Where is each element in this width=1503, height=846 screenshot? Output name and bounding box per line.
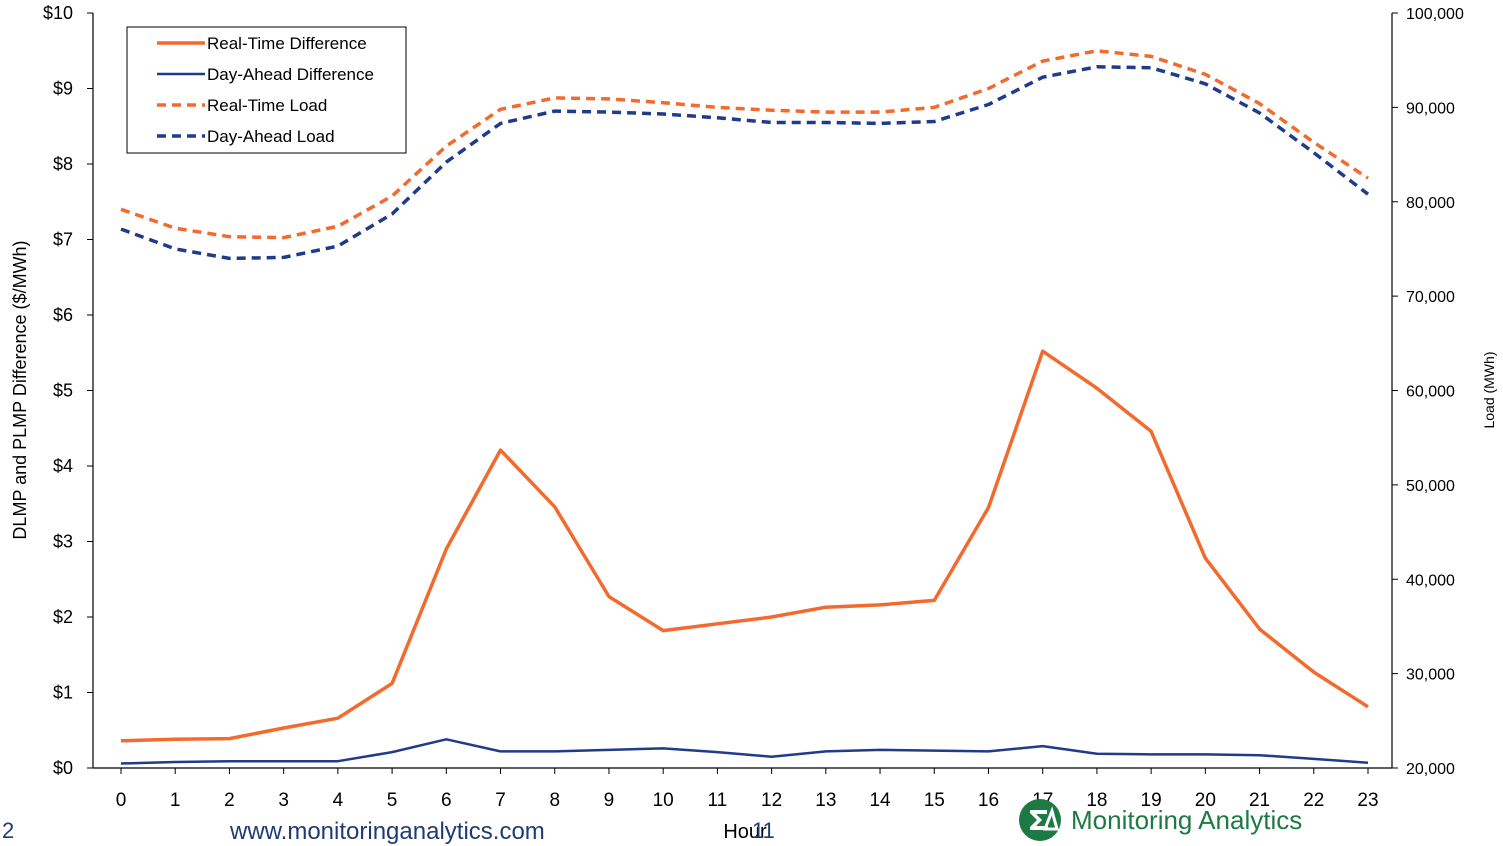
x-tick-label: 11 <box>708 790 728 811</box>
y-tick-label: $8 <box>53 154 73 174</box>
y-tick-label: $2 <box>53 607 73 627</box>
y2-tick-label: 90,000 <box>1406 100 1455 117</box>
x-tick-label: 2 <box>224 790 235 811</box>
y2-tick-label: 60,000 <box>1406 384 1455 401</box>
x-tick-label: 0 <box>116 790 127 811</box>
sigma-logo-icon <box>1019 799 1061 841</box>
series-line-day-ahead-difference <box>120 738 1369 765</box>
y2-tick-label: 20,000 <box>1406 761 1455 778</box>
series-line-real-time-difference <box>120 349 1369 743</box>
y2-tick-label: 40,000 <box>1406 572 1455 589</box>
y-tick-label: $1 <box>53 683 73 703</box>
y-tick-label: $10 <box>43 3 73 23</box>
y-axis-label: DLMP and PLMP Difference ($/MWh) <box>10 240 30 539</box>
y2-tick-label: 100,000 <box>1406 6 1464 23</box>
slide-number: 11 <box>752 818 775 843</box>
x-tick-label: 6 <box>441 790 452 811</box>
x-tick-label: 10 <box>653 790 674 811</box>
page-number: 2 <box>2 818 15 843</box>
x-axis-label: Hour <box>723 821 767 843</box>
chart-series <box>120 49 1370 765</box>
monitoring-analytics-logo: Monitoring Analytics <box>1017 796 1377 844</box>
legend-label: Day-Ahead Load <box>207 127 335 146</box>
y-tick-label: $7 <box>53 230 73 250</box>
x-tick-label: 7 <box>495 790 506 811</box>
y-tick-label: $9 <box>53 79 73 99</box>
legend: Real-Time Difference Day-Ahead Difference… <box>126 26 407 154</box>
y2-tick-label: 80,000 <box>1406 195 1455 212</box>
y-tick-label: $0 <box>53 758 73 778</box>
series-line-day-ahead-load <box>120 65 1370 261</box>
y-tick-label: $5 <box>53 381 73 401</box>
chart-ticks: $0 $1 $2 $3 $4 $5 $6 $7 $8 $9 $10 20,000 30,000 40,00… <box>43 3 1464 811</box>
x-tick-label: 4 <box>333 790 344 811</box>
legend-label: Day-Ahead Difference <box>207 65 374 84</box>
x-tick-label: 3 <box>278 790 289 811</box>
logo-text: Monitoring Analytics <box>1071 804 1303 835</box>
x-tick-label: 21 <box>1249 790 1270 811</box>
y-tick-label: $3 <box>53 532 73 552</box>
y-tick-label: $6 <box>53 305 73 325</box>
y-tick-label: $4 <box>53 456 73 476</box>
x-tick-label: 19 <box>1141 790 1162 811</box>
x-tick-label: 14 <box>869 790 891 811</box>
series-line-real-time-load <box>120 49 1369 240</box>
legend-label: Real-Time Difference <box>207 34 367 53</box>
website-link[interactable]: www.monitoringanalytics.com <box>230 818 545 845</box>
legend-label: Real-Time Load <box>207 96 327 115</box>
y2-tick-label: 50,000 <box>1406 478 1455 495</box>
x-tick-label: 18 <box>1086 790 1107 811</box>
x-tick-label: 9 <box>604 790 615 811</box>
y2-tick-label: 70,000 <box>1406 289 1455 306</box>
x-tick-label: 23 <box>1357 790 1378 811</box>
x-tick-label: 12 <box>761 790 782 811</box>
y2-axis-label: Load (MWh) <box>1481 351 1497 428</box>
x-tick-label: 13 <box>815 790 836 811</box>
x-tick-label: 22 <box>1303 790 1324 811</box>
x-tick-label: 15 <box>924 790 945 811</box>
x-tick-label: 16 <box>978 790 999 811</box>
y2-tick-label: 30,000 <box>1406 667 1455 684</box>
x-tick-label: 1 <box>170 790 181 811</box>
x-tick-label: 5 <box>387 790 398 811</box>
x-tick-label: 8 <box>549 790 560 811</box>
legend-box <box>126 26 407 154</box>
x-tick-label: 20 <box>1195 790 1216 811</box>
